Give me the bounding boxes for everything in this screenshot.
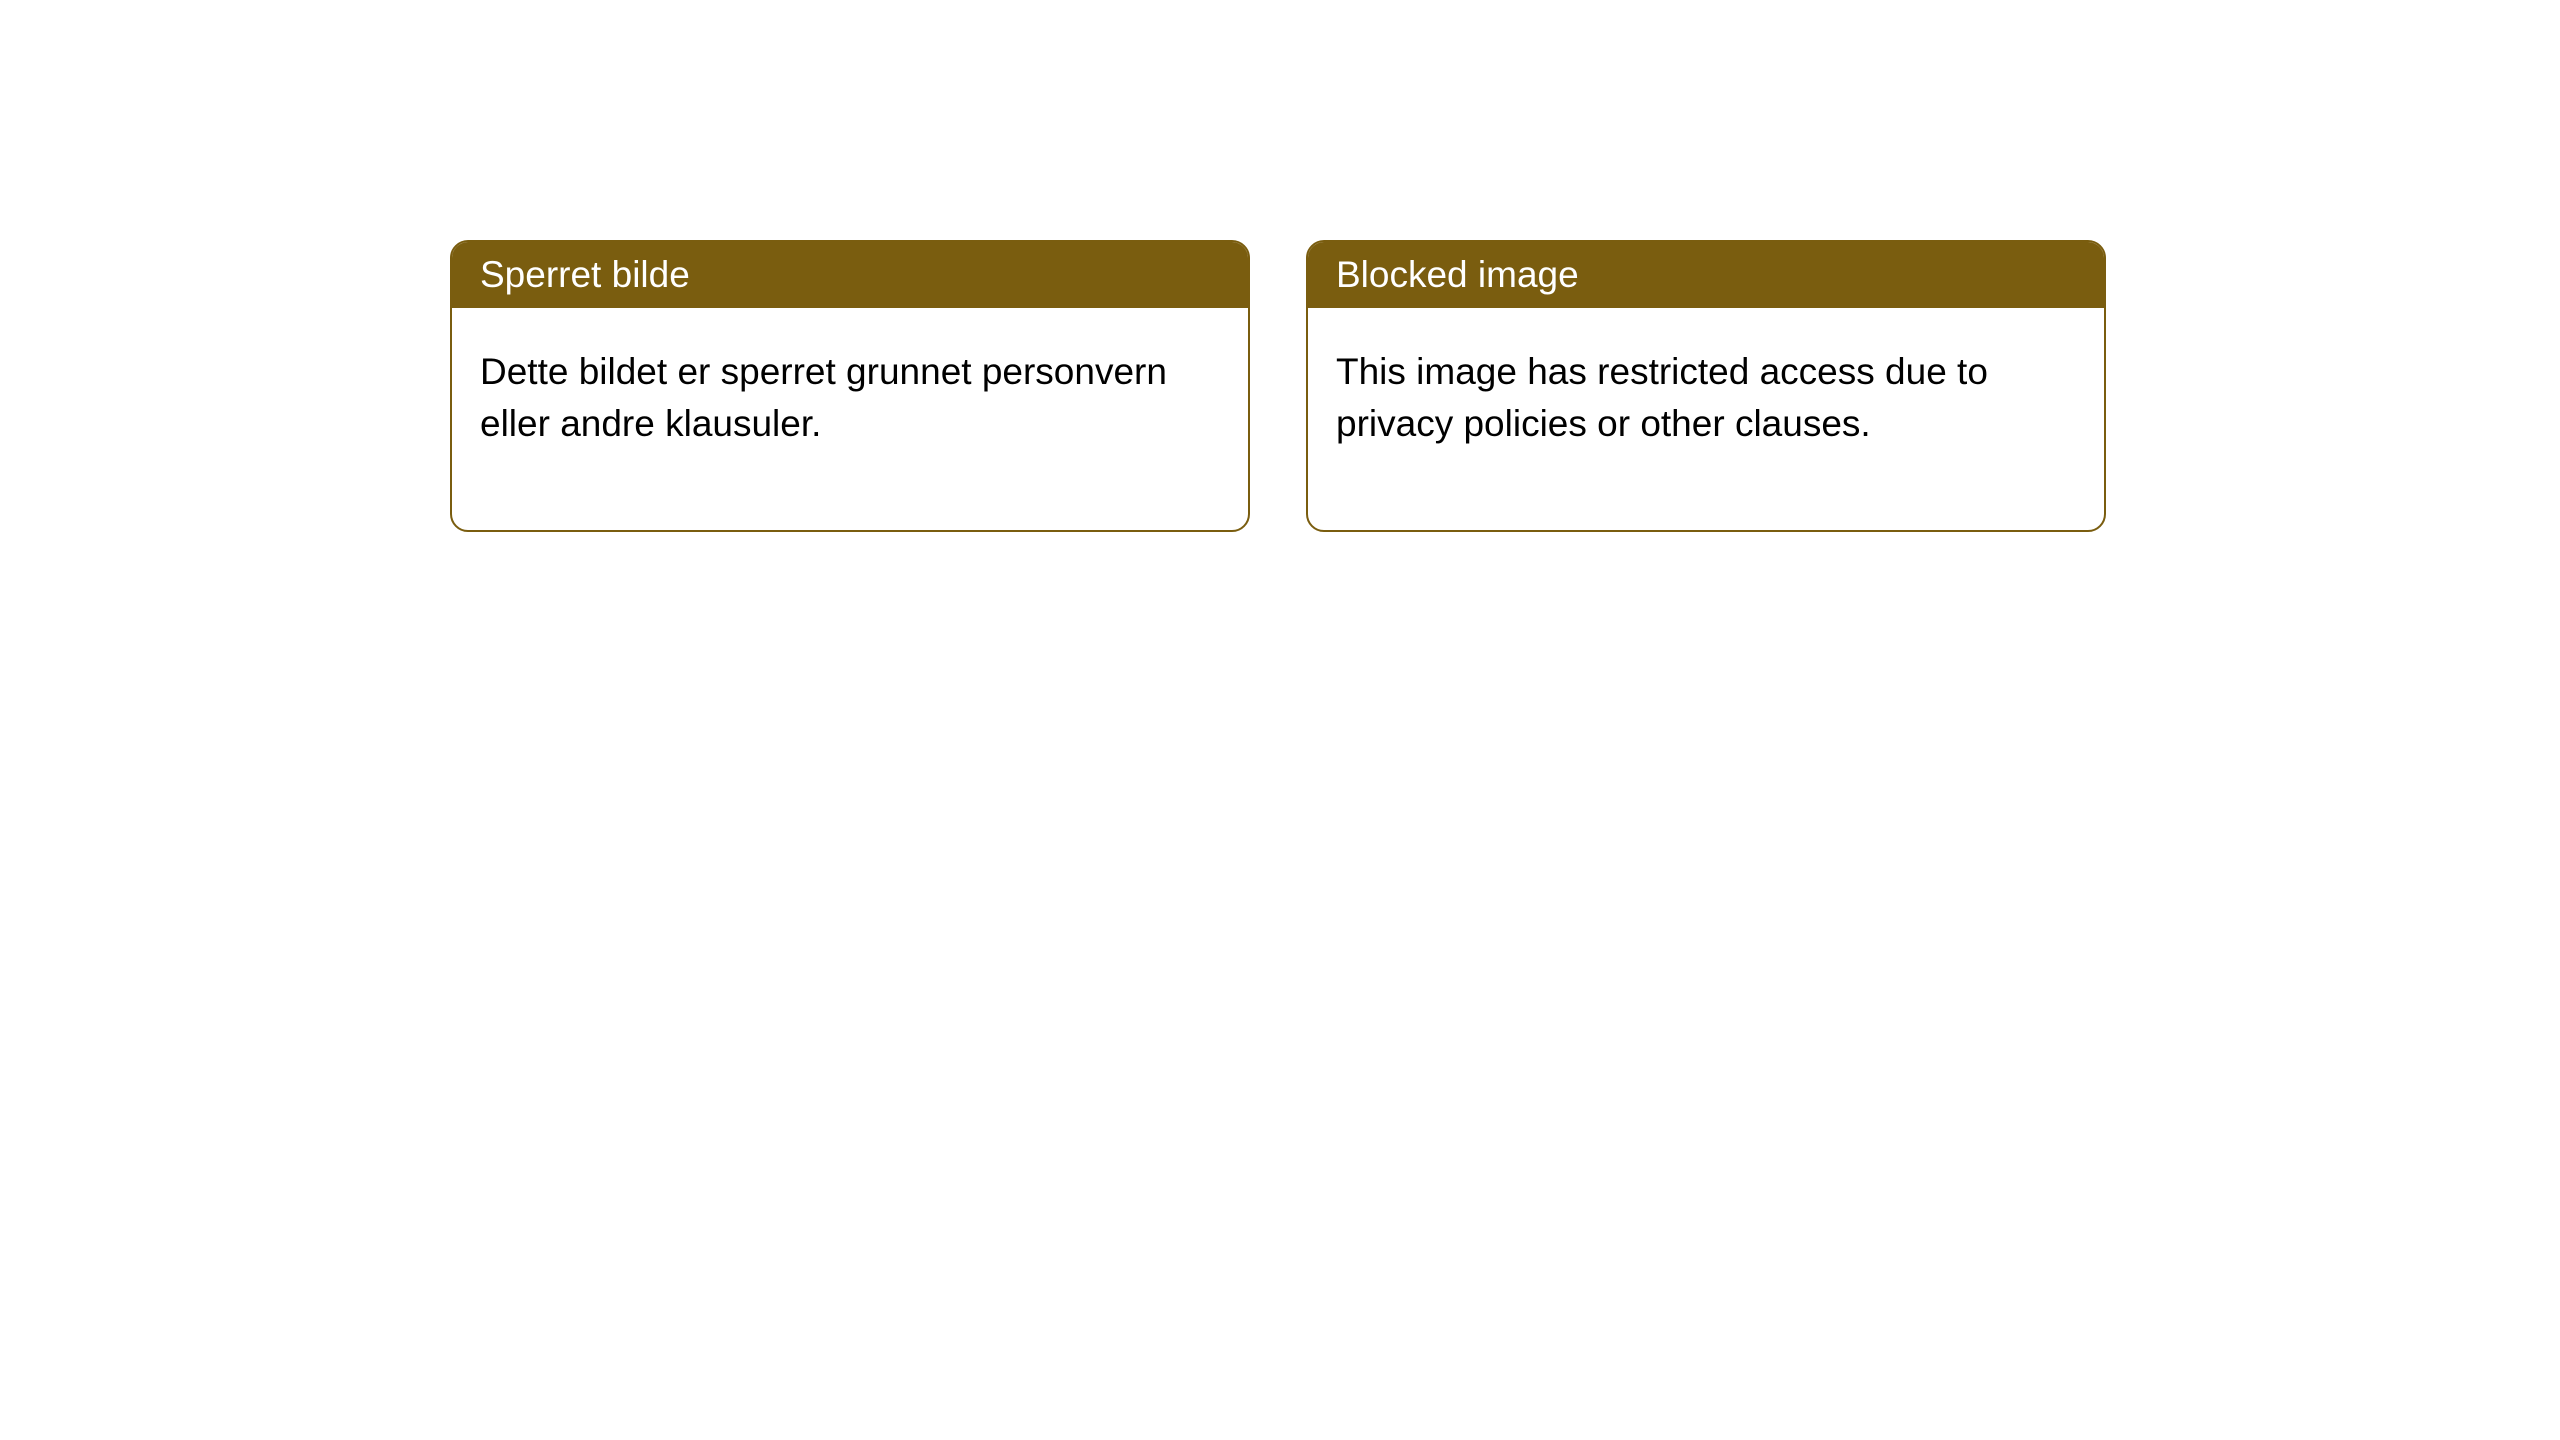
notice-card-english: Blocked image This image has restricted … — [1306, 240, 2106, 532]
notice-card-norwegian: Sperret bilde Dette bildet er sperret gr… — [450, 240, 1250, 532]
notice-header-text: Sperret bilde — [480, 254, 690, 295]
notice-body-text: Dette bildet er sperret grunnet personve… — [480, 351, 1167, 444]
notice-header: Sperret bilde — [452, 242, 1248, 308]
notice-body-text: This image has restricted access due to … — [1336, 351, 1988, 444]
notice-container: Sperret bilde Dette bildet er sperret gr… — [0, 0, 2560, 532]
notice-header: Blocked image — [1308, 242, 2104, 308]
notice-header-text: Blocked image — [1336, 254, 1579, 295]
notice-body: This image has restricted access due to … — [1308, 308, 2104, 530]
notice-body: Dette bildet er sperret grunnet personve… — [452, 308, 1248, 530]
